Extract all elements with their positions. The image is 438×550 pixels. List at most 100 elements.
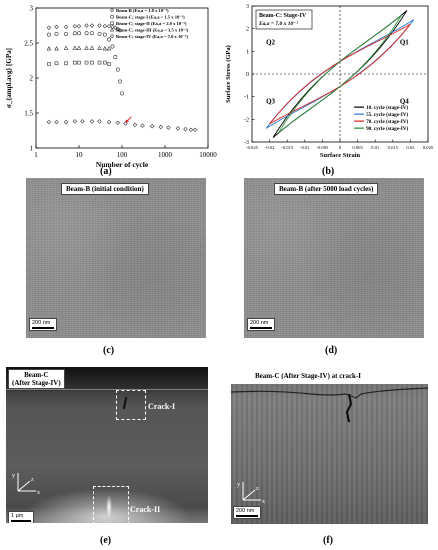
data-point-a	[97, 31, 102, 36]
data-point-a	[115, 26, 121, 32]
sem-image-crack-overview: Beam-C (After Stage-IV) Crack-I Crack-II…	[6, 367, 208, 523]
x-tick-label-a: 100	[117, 151, 128, 159]
image-title-f: Beam-C (After Stage-IV) at crack-I	[251, 371, 366, 381]
image-title-e-line2: (After Stage-IV)	[12, 379, 61, 387]
data-point-a	[77, 31, 81, 36]
data-point-a	[132, 122, 138, 128]
y-tick-label-a: 1.5	[24, 110, 33, 118]
data-point-a	[64, 61, 68, 66]
data-point-a	[72, 31, 77, 36]
data-point-a	[72, 45, 78, 50]
data-point-a	[106, 46, 112, 51]
axis-z-label-f: z	[256, 486, 259, 492]
data-point-a	[110, 14, 114, 19]
legend-item-b: 70. cycle (stage-IV)	[366, 118, 408, 125]
annotation-arrowhead-a	[125, 119, 129, 123]
y-tick-label-a: 2.5	[24, 40, 33, 48]
axis-x-label-f: x	[262, 499, 265, 505]
image-title-c: Beam-B (initial condition)	[61, 183, 149, 195]
data-point-a	[63, 24, 69, 30]
data-point-a	[115, 120, 121, 126]
data-point-a	[84, 60, 89, 65]
data-point-a	[107, 62, 111, 66]
chart-a-cycle-amplitude: 1 10 100 1000 10000 1 1.5 2 2.5 3 Number of cycle σ…	[5, 5, 217, 170]
data-point-a	[54, 119, 59, 125]
data-point-a	[113, 25, 118, 30]
scale-bar-e: 1 µm	[8, 511, 34, 523]
data-point-a	[89, 119, 95, 124]
data-point-a	[77, 60, 81, 65]
data-point-a	[54, 31, 59, 36]
y-tick-label-b: -1	[244, 95, 249, 101]
panel-label-f: (f)	[323, 535, 333, 546]
data-point-a	[84, 45, 89, 50]
axes-triad-f: y x z	[237, 482, 265, 505]
data-point-a	[89, 45, 95, 50]
y-tick-label-a: 1	[30, 145, 34, 153]
y-axis-label-b: Surface Stress (GPa)	[225, 45, 232, 103]
x-tick-label-a: 1	[34, 151, 38, 159]
axis-y-label-f: y	[237, 482, 240, 488]
legend-item-a: Beam-C; stage-II (Ea,a = 2.0 x 10⁻³)	[116, 21, 187, 26]
image-title-e: Beam-C (After Stage-IV)	[8, 369, 65, 389]
legend-item-a: Beam-C; stage-IV (Ea,a = 7.0 x 10⁻³)	[116, 34, 188, 39]
axis-y-label-e: y	[12, 473, 15, 479]
surface-edge	[6, 389, 208, 390]
y-tick-label-b: -2	[244, 117, 249, 123]
chart-title-b: Beam-C: Stage-IV	[259, 13, 307, 19]
x-tick-label-b: -0.01	[300, 145, 310, 150]
data-point-a	[89, 31, 94, 36]
crack-1-highlight	[116, 390, 146, 420]
data-point-a	[47, 62, 51, 66]
quadrant-label-q4: Q4	[400, 97, 409, 105]
x-tick-label-a: 1000	[158, 151, 173, 159]
x-tick-label-b: -0.025	[246, 145, 259, 150]
panel-label-c: (c)	[103, 345, 115, 356]
data-point-a	[102, 46, 108, 51]
y-tick-label-a: 2	[30, 75, 34, 83]
title-box-b	[255, 9, 313, 30]
y-axis-label-a: σ_{ampl.avg} [GPa]	[5, 48, 13, 108]
data-point-a	[72, 23, 78, 29]
data-point-a	[102, 32, 107, 37]
axis-z-label-e: z	[31, 477, 34, 483]
data-point-a	[84, 23, 89, 28]
crack-2-label: Crack-II	[130, 505, 161, 514]
quadrant-label-q2: Q2	[266, 39, 275, 47]
data-point-a	[183, 126, 188, 132]
data-point-a	[123, 121, 128, 126]
data-point-a	[46, 46, 52, 51]
data-point-a	[107, 37, 112, 42]
panel-label-b: (b)	[322, 166, 335, 177]
legend-item-b: 55. cycle (stage-IV)	[366, 111, 408, 118]
data-point-a	[73, 60, 77, 65]
legend-item-a: Beam-C; stage-III (Ea,a = 3.5 x 10⁻³)	[116, 28, 189, 33]
x-tick-label-b: -0.015	[281, 145, 294, 150]
data-point-a	[89, 23, 95, 28]
data-point-a	[109, 8, 115, 13]
sem-image-initial: Beam-B (initial condition) 200 nm	[26, 178, 206, 338]
x-tick-label-b: 0.01	[371, 145, 380, 150]
data-point-a	[72, 119, 78, 124]
x-tick-label-a: 10000	[199, 151, 217, 159]
data-point-a	[140, 123, 145, 128]
y-tick-label-a: 3	[30, 5, 34, 13]
data-point-a	[80, 119, 85, 124]
x-tick-label-b: 0.02	[406, 145, 415, 150]
y-tick-label-b: 0	[246, 72, 249, 78]
panel-label-e: (e)	[100, 535, 112, 546]
scale-bar-f: 200 nm	[233, 506, 261, 519]
scale-label-d: 200 nm	[250, 320, 269, 326]
data-point-a	[149, 124, 155, 129]
data-point-a	[54, 61, 59, 66]
data-point-a	[90, 60, 94, 65]
x-tick-label-b: 0.015	[388, 145, 399, 150]
chart-b-hysteresis: -0.025 -0.02 -0.015 -0.01 -0.005 0 0.005 0.01 0.…	[225, 4, 434, 159]
axis-x-label-e: x	[37, 490, 40, 496]
sem-image-after-5000: Beam-B (after 5000 load cycles) 200 nm	[244, 178, 424, 338]
data-point-a	[63, 119, 69, 125]
y-tick-label-b: -3	[244, 140, 249, 146]
x-tick-label-b: -0.005	[316, 145, 329, 150]
data-point-a	[113, 55, 118, 59]
scale-label-e: 1 µm	[11, 513, 24, 519]
